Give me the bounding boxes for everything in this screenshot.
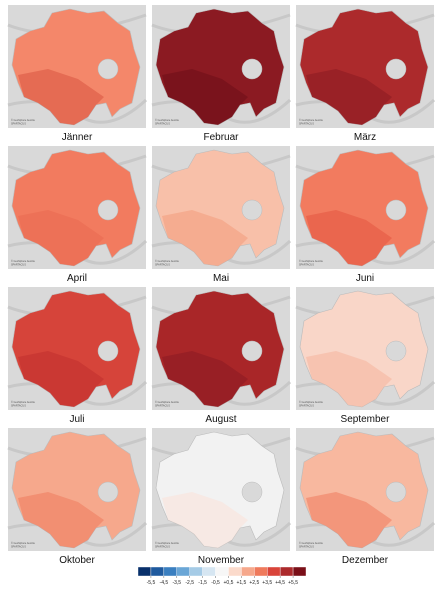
credit: © GeoSphere Austria [155, 401, 179, 404]
credit: SPARTACUS [11, 405, 26, 408]
legend-swatch [189, 566, 203, 577]
credit: SPARTACUS [155, 264, 170, 267]
credit: SPARTACUS [155, 405, 170, 408]
legend-swatch [279, 566, 294, 577]
credit: SPARTACUS [155, 123, 170, 126]
legend-label: -0,5 [211, 580, 220, 586]
legend-label: -5,5 [147, 580, 156, 586]
panel-label: September [341, 414, 391, 425]
vienna-hole [385, 199, 407, 221]
credit: SPARTACUS [299, 123, 314, 126]
vienna-hole [385, 481, 407, 503]
legend-swatch [176, 566, 190, 577]
legend-swatch [137, 566, 152, 577]
vienna-hole [97, 58, 119, 80]
vienna-hole [97, 481, 119, 503]
credit: SPARTACUS [11, 264, 26, 267]
legend-swatch [292, 566, 307, 577]
credit: SPARTACUS [11, 123, 26, 126]
vienna-hole [241, 481, 263, 503]
legend-label: -3,5 [172, 580, 181, 586]
legend-label: +3,5 [262, 580, 272, 586]
credit: © GeoSphere Austria [299, 119, 323, 122]
legend-label: -2,5 [185, 580, 194, 586]
panel-label: Dezember [342, 555, 389, 566]
panel-label: Juli [69, 414, 84, 425]
credit: © GeoSphere Austria [11, 119, 35, 122]
legend-label: +2,5 [249, 580, 259, 586]
credit: © GeoSphere Austria [155, 542, 179, 545]
panel-label: Mai [213, 273, 229, 284]
legend-swatch [163, 566, 177, 577]
vienna-hole [241, 58, 263, 80]
panel-label: April [67, 273, 87, 284]
credit: SPARTACUS [299, 264, 314, 267]
vienna-hole [241, 340, 263, 362]
panel-label: August [205, 414, 236, 425]
credit: SPARTACUS [299, 546, 314, 549]
legend-swatch [150, 566, 165, 577]
panel-label: Jänner [62, 132, 93, 143]
legend-label: -1,5 [198, 580, 207, 586]
panel-label: März [354, 132, 376, 143]
credit: © GeoSphere Austria [11, 542, 35, 545]
legend-swatch [202, 566, 216, 577]
vienna-hole [241, 199, 263, 221]
credit: © GeoSphere Austria [155, 119, 179, 122]
vienna-hole [385, 340, 407, 362]
legend-label: -4,5 [160, 580, 169, 586]
panel-label: Juni [356, 273, 374, 284]
credit: © GeoSphere Austria [299, 542, 323, 545]
credit: © GeoSphere Austria [11, 260, 35, 263]
credit: SPARTACUS [299, 405, 314, 408]
legend-label: +0,5 [224, 580, 234, 586]
credit: SPARTACUS [155, 546, 170, 549]
panel-label: Oktober [59, 555, 95, 566]
vienna-hole [97, 199, 119, 221]
legend-label: +4,5 [275, 580, 285, 586]
credit: © GeoSphere Austria [299, 260, 323, 263]
panel-label: Februar [203, 132, 239, 143]
vienna-hole [385, 58, 407, 80]
legend-swatch [228, 566, 242, 577]
vienna-hole [97, 340, 119, 362]
legend-swatch [267, 566, 281, 577]
legend-swatch [215, 566, 229, 577]
panel-label: November [198, 555, 245, 566]
credit: © GeoSphere Austria [11, 401, 35, 404]
credit: © GeoSphere Austria [155, 260, 179, 263]
legend-swatch [241, 566, 255, 577]
legend-swatch [254, 566, 268, 577]
credit: © GeoSphere Austria [299, 401, 323, 404]
legend-label: +5,5 [288, 580, 298, 586]
legend-label: +1,5 [236, 580, 246, 586]
credit: SPARTACUS [11, 546, 26, 549]
